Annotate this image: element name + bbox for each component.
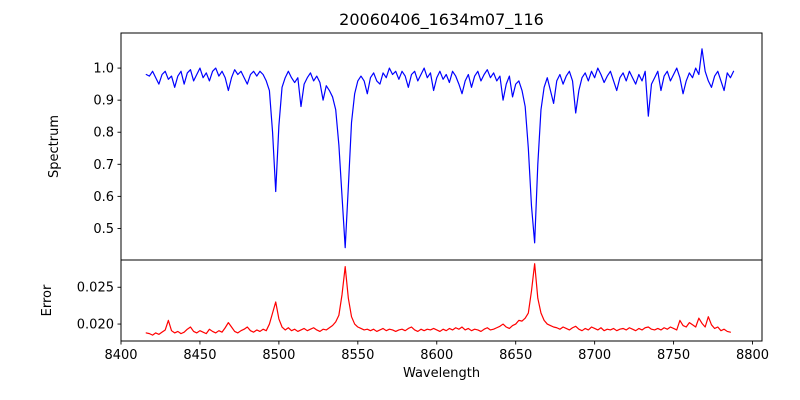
y-tick-label: 0.6 <box>93 190 114 205</box>
y-tick-label: 0.5 <box>93 222 114 237</box>
spectrum-axes-spine <box>120 32 763 261</box>
y-tick-label: 1.0 <box>93 62 114 77</box>
x-tick-label: 8400 <box>104 348 137 363</box>
spectrum-line <box>145 48 735 249</box>
plot-title: 20060406_1634m07_116 <box>339 10 544 30</box>
x-tick-label: 8700 <box>578 348 611 363</box>
spectrum-subplot: 1.0 0.9 0.8 0.7 0.6 0.5 <box>93 32 763 261</box>
error-subplot: 0.025 0.020 8400 8450 8500 8550 8600 8650 8700 87… <box>77 259 769 363</box>
x-tick-label: 8600 <box>420 348 453 363</box>
x-tick-label: 8750 <box>657 348 690 363</box>
x-axis-label: Wavelength <box>403 366 480 381</box>
y-tick-label: 0.7 <box>93 158 114 173</box>
y-tick-label: 0.8 <box>93 126 114 141</box>
y-axis-label-spectrum: Spectrum <box>47 115 62 178</box>
x-tick-label: 8800 <box>736 348 769 363</box>
error-axes-spine <box>120 259 763 342</box>
x-tick-label: 8650 <box>499 348 532 363</box>
x-tick-label: 8500 <box>262 348 295 363</box>
y-tick-label: 0.025 <box>77 281 114 296</box>
y-tick-label: 0.020 <box>77 318 114 333</box>
error-line <box>145 263 732 336</box>
x-tick-label: 8450 <box>183 348 216 363</box>
x-tick-label: 8550 <box>341 348 374 363</box>
y-axis-label-error: Error <box>40 284 55 316</box>
y-tick-label: 0.9 <box>93 94 114 109</box>
